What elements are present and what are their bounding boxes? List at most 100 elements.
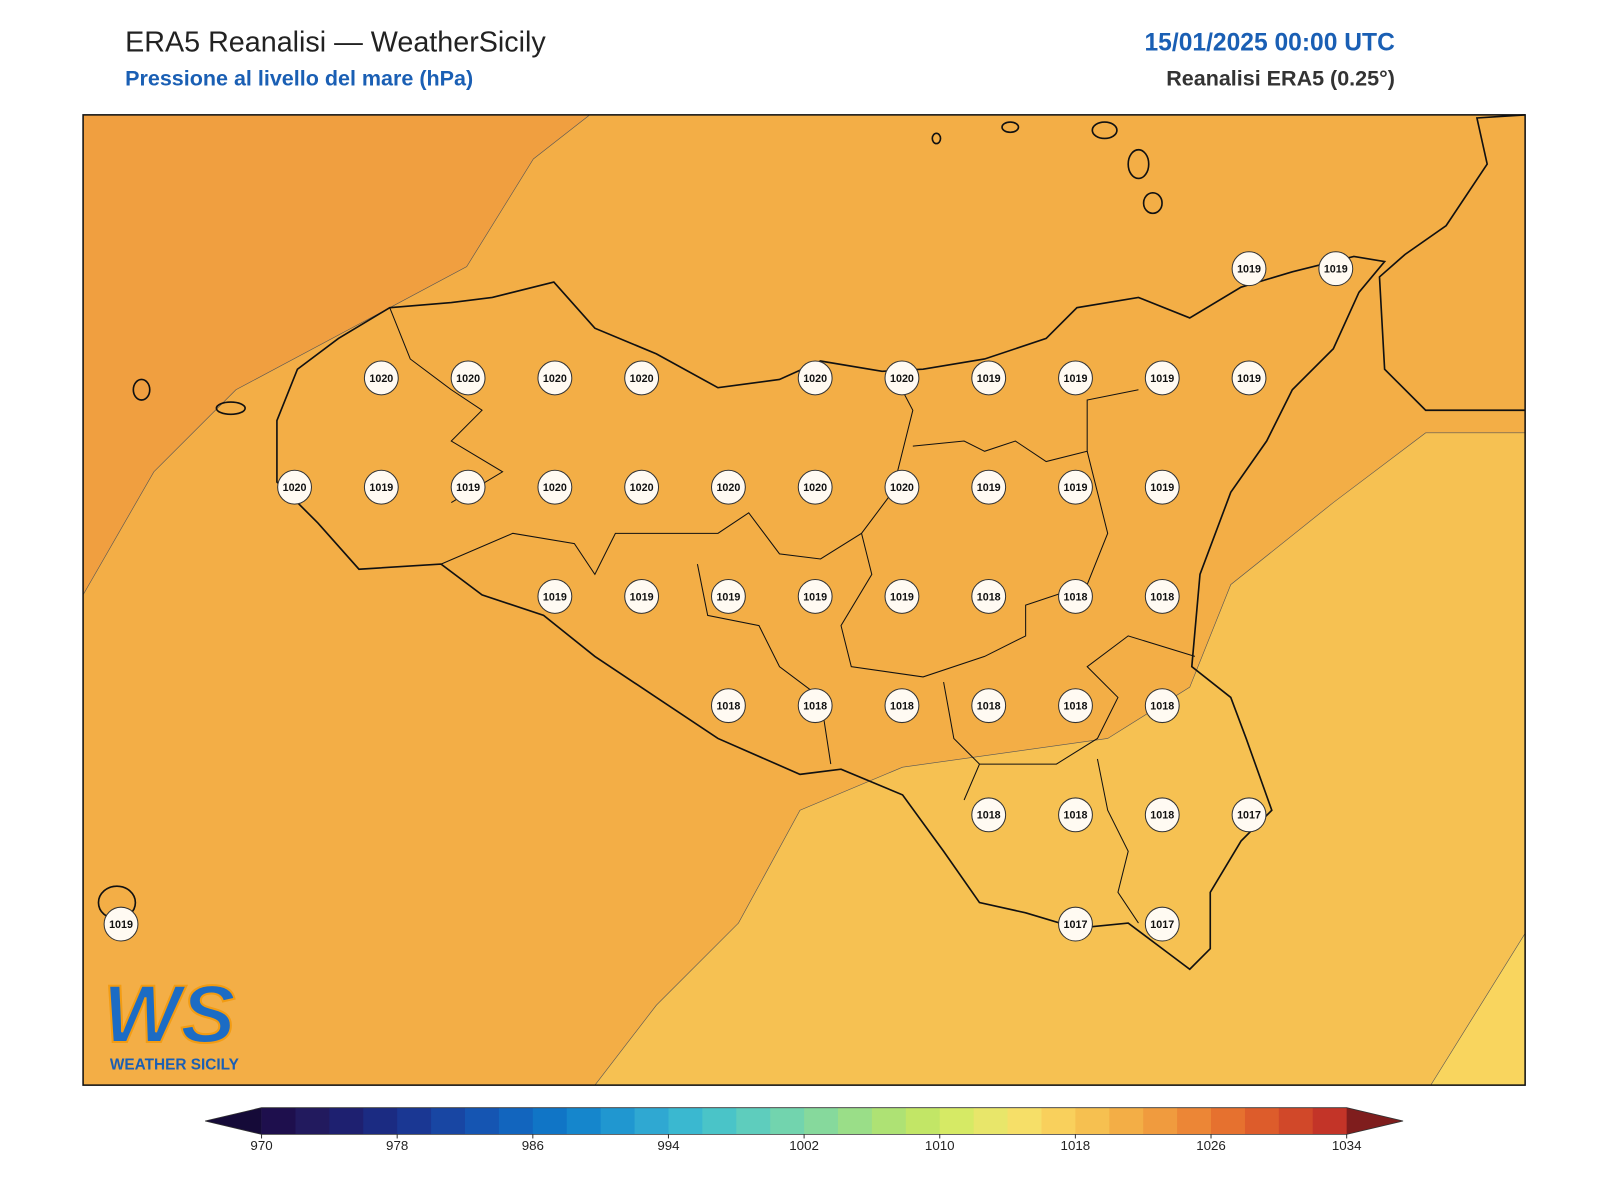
colorbar-bin	[702, 1107, 737, 1135]
station-marker	[1058, 578, 1093, 614]
station-marker	[1058, 797, 1093, 833]
station-marker	[1231, 251, 1267, 287]
station: 1018	[710, 688, 746, 724]
station-marker	[363, 360, 399, 396]
station-marker	[450, 360, 486, 396]
station: 1020	[884, 469, 920, 505]
station-marker	[103, 906, 139, 942]
station: 1019	[537, 578, 573, 614]
station: 1020	[884, 360, 920, 396]
station-marker	[1231, 797, 1267, 833]
station-marker	[884, 688, 920, 724]
colorbar-tick-label: 986	[522, 1138, 544, 1153]
station-value: 1019	[1237, 264, 1261, 276]
colorbar-bin	[1007, 1107, 1042, 1135]
station-marker	[1144, 906, 1180, 942]
colorbar-bin	[668, 1107, 703, 1135]
colorbar-bin	[804, 1107, 839, 1135]
station: 1018	[971, 688, 1007, 724]
colorbar-bin	[1075, 1107, 1110, 1135]
calabria-coast	[1378, 114, 1526, 412]
island	[1142, 192, 1163, 215]
station-value: 1020	[890, 482, 914, 494]
station-value: 1018	[977, 701, 1001, 713]
station: 1017	[1058, 906, 1093, 942]
border	[1096, 758, 1139, 924]
station-value: 1019	[977, 482, 1001, 494]
station-value: 1018	[1064, 701, 1088, 713]
station-marker	[1058, 906, 1093, 942]
station-marker	[1058, 469, 1093, 505]
station-marker	[1231, 360, 1267, 396]
border	[389, 307, 504, 504]
station-value: 1018	[1064, 591, 1088, 603]
colorbar-bin	[871, 1107, 907, 1135]
station: 1017	[1231, 797, 1267, 833]
colorbar-bin	[566, 1107, 602, 1135]
island	[132, 378, 151, 401]
station: 1019	[884, 578, 920, 614]
station: 1018	[1058, 578, 1093, 614]
station-marker	[624, 578, 660, 614]
station-marker	[710, 578, 746, 614]
station-value: 1018	[1150, 591, 1174, 603]
border	[943, 681, 981, 801]
station-marker	[797, 688, 833, 724]
station-value: 1019	[716, 591, 740, 603]
station-value: 1017	[1064, 919, 1088, 931]
station: 1018	[1144, 688, 1180, 724]
station-value: 1019	[1237, 373, 1261, 385]
station-value: 1020	[890, 373, 914, 385]
station-marker	[710, 469, 746, 505]
station-value: 1019	[803, 591, 827, 603]
station: 1019	[1058, 469, 1093, 505]
sicily-coast	[276, 255, 1387, 971]
station: 1019	[1231, 251, 1267, 287]
station: 1018	[884, 688, 920, 724]
station: 1019	[1144, 469, 1180, 505]
station: 1019	[1318, 251, 1354, 287]
colorbar-extend-high	[1346, 1107, 1404, 1135]
station: 1019	[103, 906, 139, 942]
station-value: 1019	[543, 591, 567, 603]
logo-name: WEATHER SICILY	[110, 1057, 239, 1074]
station-value: 1020	[630, 482, 654, 494]
colorbar-bin	[295, 1107, 330, 1135]
station-value: 1018	[1064, 810, 1088, 822]
border	[440, 371, 914, 576]
station-value: 1017	[1237, 810, 1261, 822]
island	[931, 132, 942, 145]
subtitle: Pressione al livello del mare (hPa)	[125, 67, 473, 91]
station-marker	[624, 360, 660, 396]
station-value: 1019	[1150, 482, 1174, 494]
colorbar-bin	[1041, 1107, 1076, 1135]
station: 1020	[537, 469, 573, 505]
station: 1020	[797, 469, 833, 505]
station-marker	[1144, 688, 1180, 724]
station: 1019	[797, 578, 833, 614]
station: 1018	[971, 797, 1007, 833]
station-value: 1018	[890, 701, 914, 713]
station-marker	[1058, 360, 1093, 396]
station: 1018	[971, 578, 1007, 614]
station-marker	[450, 469, 486, 505]
colorbar-tick-label: 978	[386, 1138, 408, 1153]
colorbar-tick-label: 1002	[789, 1138, 819, 1153]
colorbar: 970 978 986 994 1002 1010 1018 1026 1034	[205, 1107, 1404, 1153]
station: 1017	[1144, 906, 1180, 942]
station: 1019	[971, 360, 1007, 396]
colorbar-bin	[465, 1107, 500, 1135]
station-marker	[1144, 469, 1180, 505]
station-value: 1020	[283, 482, 307, 494]
station: 1019	[1144, 360, 1180, 396]
station-marker	[971, 469, 1007, 505]
station-value: 1018	[716, 701, 740, 713]
station-value: 1018	[1150, 810, 1174, 822]
station-marker	[884, 469, 920, 505]
station: 1020	[624, 360, 660, 396]
station-value: 1020	[716, 482, 740, 494]
colorbar-bin	[1143, 1107, 1178, 1135]
station-marker	[971, 360, 1007, 396]
station-marker	[797, 360, 833, 396]
station-marker	[537, 578, 573, 614]
